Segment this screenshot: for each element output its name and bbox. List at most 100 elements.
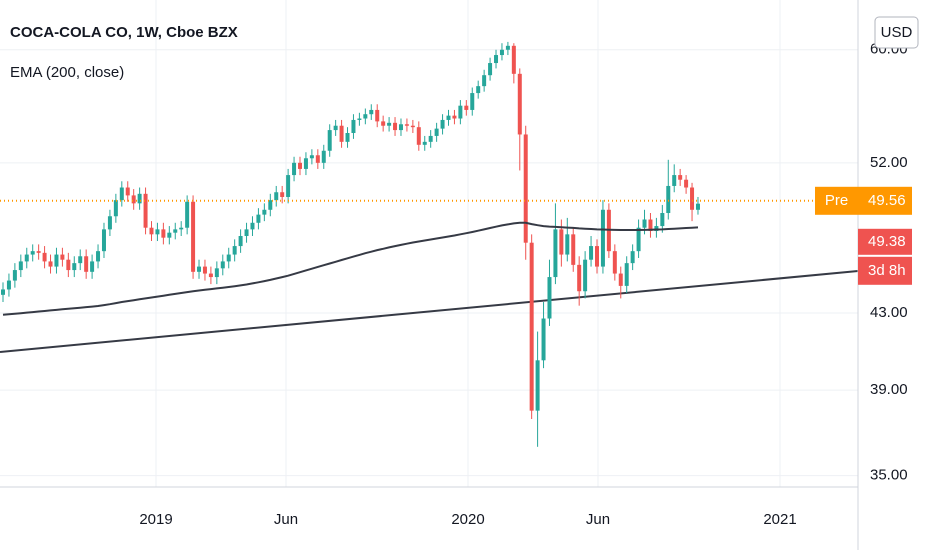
- candle-body: [351, 119, 356, 134]
- currency-button-box[interactable]: [874, 16, 919, 49]
- candle-body: [648, 219, 653, 232]
- candle-body: [678, 175, 683, 180]
- candle-body: [36, 251, 41, 253]
- candle-body: [137, 193, 142, 204]
- candle-body: [96, 251, 101, 262]
- candle-body: [18, 261, 23, 271]
- candle-body: [214, 268, 219, 278]
- candle-body: [695, 203, 700, 210]
- candle-body: [78, 256, 83, 264]
- candle-body: [577, 264, 582, 292]
- pre-market-price-box: [858, 186, 912, 215]
- plot: [0, 41, 858, 447]
- candle-body: [173, 229, 178, 233]
- candle-body: [398, 124, 403, 131]
- candle-body: [345, 133, 350, 142]
- candle-body: [446, 115, 451, 120]
- candle-body: [155, 229, 160, 235]
- candle-body: [12, 270, 17, 281]
- candle-body: [393, 122, 398, 131]
- candle-body: [357, 118, 362, 120]
- candle-body: [387, 122, 392, 126]
- candle-body: [404, 124, 409, 126]
- candle-body: [482, 75, 487, 87]
- candle-body: [149, 227, 154, 235]
- candle-body: [48, 261, 53, 267]
- pre-market-price: 49.56: [868, 192, 906, 209]
- candle-body: [101, 229, 106, 252]
- last-price-box: [858, 228, 912, 255]
- candle-body: [488, 63, 493, 76]
- candle-body: [517, 73, 522, 135]
- candle-body: [268, 200, 273, 210]
- y-tick-label: 52.00: [870, 154, 908, 171]
- candle-body: [559, 229, 564, 255]
- candle-body: [107, 216, 112, 230]
- candle-body: [220, 261, 225, 269]
- candle-body: [458, 105, 463, 119]
- candle-body: [256, 214, 261, 223]
- candle-body: [541, 318, 546, 361]
- candle-body: [416, 127, 421, 145]
- candle-body: [84, 256, 89, 272]
- candle-body: [66, 259, 71, 271]
- candle-body: [197, 266, 202, 272]
- currency-label[interactable]: USD: [881, 24, 913, 41]
- candle-body: [208, 273, 213, 278]
- candle-body: [161, 229, 166, 238]
- candle-body: [375, 109, 380, 122]
- candle-body: [143, 193, 148, 228]
- candle-body: [440, 119, 445, 129]
- candle-body: [321, 150, 326, 163]
- x-tick-label: Jun: [586, 511, 610, 528]
- candle-body: [505, 45, 510, 50]
- candle-body: [369, 109, 374, 115]
- candle-body: [250, 222, 255, 230]
- candle-body: [428, 135, 433, 142]
- x-tick-label: 2021: [763, 511, 796, 528]
- candle-body: [339, 125, 344, 142]
- candle-body: [523, 134, 528, 243]
- candle-body: [595, 246, 599, 267]
- countdown-box: [858, 256, 912, 285]
- currency-button[interactable]: USD: [874, 16, 919, 49]
- candle-body: [612, 251, 617, 274]
- candle-body: [309, 155, 314, 159]
- candle-body: [410, 125, 415, 128]
- pre-market-tag: [815, 186, 858, 215]
- candle-body: [571, 234, 576, 265]
- candle-body: [262, 209, 267, 215]
- candle-body: [464, 105, 469, 110]
- candle-body: [327, 130, 332, 151]
- candle-body: [286, 175, 291, 197]
- candle-body: [125, 187, 130, 196]
- candle-body: [238, 236, 243, 247]
- candle-body: [547, 277, 552, 319]
- candle-body: [684, 179, 689, 188]
- candle-body: [624, 263, 629, 286]
- legend-entry: EMA (200, close): [10, 64, 124, 81]
- x-tick-label: 2019: [139, 511, 172, 528]
- candle-body: [274, 192, 279, 201]
- candle-body: [1, 289, 5, 295]
- candle-body: [381, 121, 386, 126]
- x-tick-label: Jun: [274, 511, 298, 528]
- candle-body: [60, 254, 65, 260]
- candle-body: [303, 158, 308, 169]
- chart-title: COCA-COLA CO, 1W, Cboe BZX: [10, 24, 238, 41]
- candle-body: [30, 251, 35, 255]
- candle-body: [244, 229, 249, 237]
- candle-body: [553, 229, 558, 278]
- candle-body: [642, 219, 647, 228]
- candle-body: [600, 209, 605, 267]
- candle-body: [131, 195, 136, 204]
- y-tick-label: 43.00: [870, 304, 908, 321]
- candle-body: [232, 246, 237, 255]
- candle-body: [191, 201, 196, 272]
- candle-body: [119, 187, 124, 201]
- candle-body: [583, 259, 588, 292]
- candle-body: [476, 86, 481, 94]
- y-tick-label: 35.00: [870, 467, 908, 484]
